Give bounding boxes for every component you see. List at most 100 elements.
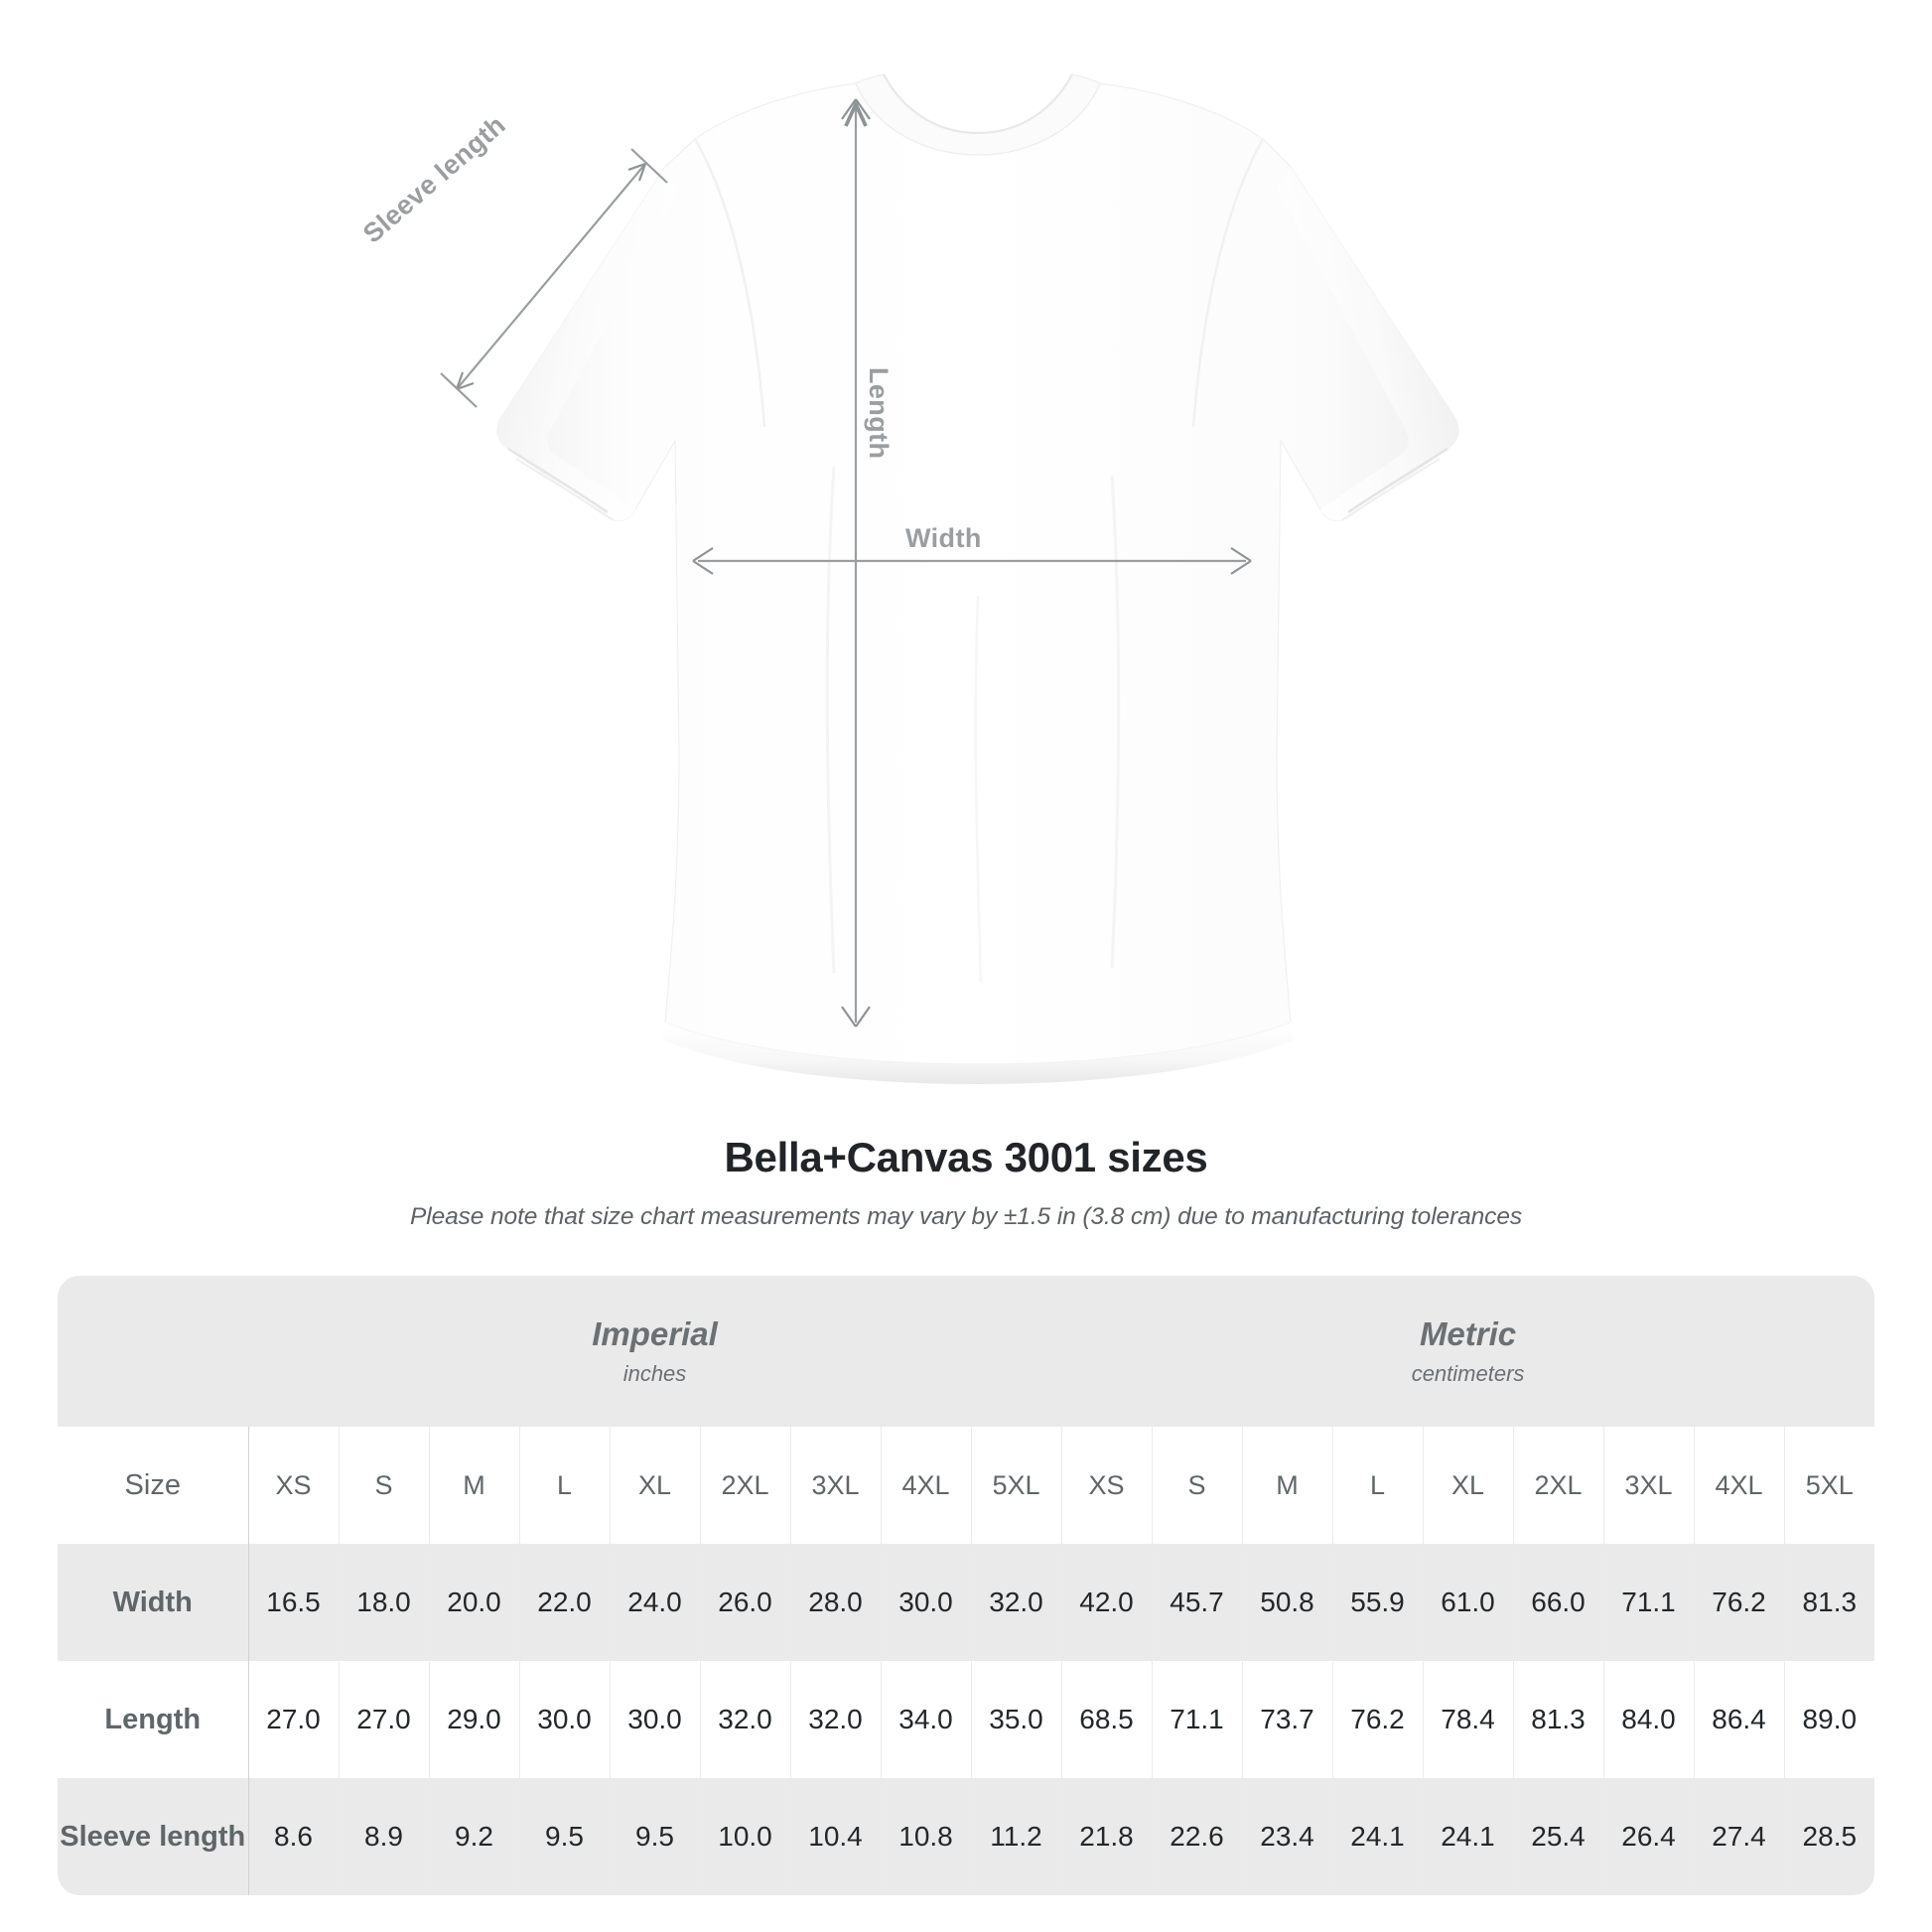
cell-length-imperial-3xl: 32.0 bbox=[790, 1661, 882, 1778]
cell-width-imperial-xl: 24.0 bbox=[610, 1544, 701, 1661]
width-dimension bbox=[692, 547, 1252, 575]
unit-spacer-cell bbox=[58, 1276, 248, 1427]
row-label-length: Length bbox=[58, 1661, 249, 1778]
cell-sleeve-metric-l: 24.1 bbox=[1332, 1778, 1424, 1895]
cell-length-metric-m: 73.7 bbox=[1242, 1661, 1333, 1778]
size-col-metric-2xl: 2XL bbox=[1513, 1427, 1604, 1544]
cell-width-metric-m: 50.8 bbox=[1242, 1544, 1333, 1661]
unit-header-row: Imperial inches Metric centimeters bbox=[58, 1276, 1874, 1427]
size-col-metric-3xl: 3XL bbox=[1603, 1427, 1695, 1544]
table-row-width: Width 16.5 18.0 20.0 22.0 24.0 26.0 28.0… bbox=[58, 1544, 1874, 1661]
unit-metric-sub: centimeters bbox=[1411, 1361, 1525, 1387]
page-title: Bella+Canvas 3001 sizes bbox=[724, 1134, 1208, 1180]
cell-sleeve-metric-3xl: 26.4 bbox=[1603, 1778, 1695, 1895]
cell-length-metric-5xl: 89.0 bbox=[1784, 1661, 1874, 1778]
size-col-imperial-xs: XS bbox=[248, 1427, 340, 1544]
cell-width-metric-3xl: 71.1 bbox=[1603, 1544, 1695, 1661]
cell-width-imperial-3xl: 28.0 bbox=[790, 1544, 882, 1661]
cell-length-metric-xs: 68.5 bbox=[1060, 1661, 1153, 1778]
unit-imperial-cell: Imperial inches bbox=[248, 1276, 1061, 1427]
cell-sleeve-imperial-xs: 8.6 bbox=[248, 1778, 340, 1895]
cell-width-imperial-4xl: 30.0 bbox=[881, 1544, 972, 1661]
size-col-imperial-5xl: 5XL bbox=[971, 1427, 1062, 1544]
cell-width-metric-xs: 42.0 bbox=[1060, 1544, 1153, 1661]
unit-metric-cell: Metric centimeters bbox=[1061, 1276, 1874, 1427]
cell-length-metric-2xl: 81.3 bbox=[1513, 1661, 1604, 1778]
cell-length-imperial-m: 29.0 bbox=[429, 1661, 520, 1778]
size-col-imperial-l: L bbox=[519, 1427, 611, 1544]
size-table-wrapper: Imperial inches Metric centimeters Size … bbox=[58, 1276, 1874, 1895]
tolerance-note: Please note that size chart measurements… bbox=[410, 1203, 1522, 1230]
cell-width-metric-4xl: 76.2 bbox=[1694, 1544, 1785, 1661]
table-row-sleeve-length: Sleeve length 8.6 8.9 9.2 9.5 9.5 10.0 1… bbox=[58, 1778, 1874, 1895]
size-header-label: Size bbox=[58, 1427, 249, 1544]
size-col-imperial-4xl: 4XL bbox=[881, 1427, 972, 1544]
size-col-imperial-3xl: 3XL bbox=[790, 1427, 882, 1544]
size-col-metric-m: M bbox=[1242, 1427, 1333, 1544]
size-col-metric-4xl: 4XL bbox=[1694, 1427, 1785, 1544]
cell-sleeve-imperial-4xl: 10.8 bbox=[881, 1778, 972, 1895]
cell-width-imperial-2xl: 26.0 bbox=[700, 1544, 791, 1661]
cell-width-imperial-s: 18.0 bbox=[339, 1544, 430, 1661]
cell-length-metric-xl: 78.4 bbox=[1423, 1661, 1514, 1778]
cell-sleeve-imperial-2xl: 10.0 bbox=[700, 1778, 791, 1895]
size-col-imperial-m: M bbox=[429, 1427, 520, 1544]
cell-sleeve-imperial-xl: 9.5 bbox=[610, 1778, 701, 1895]
size-col-imperial-xl: XL bbox=[610, 1427, 701, 1544]
size-col-metric-xs: XS bbox=[1060, 1427, 1153, 1544]
unit-imperial-sub: inches bbox=[622, 1361, 687, 1387]
cell-width-metric-s: 45.7 bbox=[1152, 1544, 1243, 1661]
cell-sleeve-metric-xs: 21.8 bbox=[1060, 1778, 1153, 1895]
title-block: Bella+Canvas 3001 sizes Please note that… bbox=[0, 1134, 1932, 1231]
cell-sleeve-metric-m: 23.4 bbox=[1242, 1778, 1333, 1895]
row-label-sleeve-length: Sleeve length bbox=[58, 1778, 249, 1895]
sleeve-length-dimension bbox=[440, 148, 668, 408]
cell-sleeve-imperial-m: 9.2 bbox=[429, 1778, 520, 1895]
cell-length-metric-3xl: 84.0 bbox=[1603, 1661, 1695, 1778]
cell-width-imperial-5xl: 32.0 bbox=[971, 1544, 1062, 1661]
size-col-metric-l: L bbox=[1332, 1427, 1424, 1544]
cell-sleeve-metric-5xl: 28.5 bbox=[1784, 1778, 1874, 1895]
length-label: Length bbox=[864, 367, 894, 460]
cell-width-imperial-xs: 16.5 bbox=[248, 1544, 340, 1661]
size-col-imperial-2xl: 2XL bbox=[700, 1427, 791, 1544]
size-col-imperial-s: S bbox=[339, 1427, 430, 1544]
tshirt-diagram: Sleeve length Length Width bbox=[357, 73, 1459, 1084]
cell-width-metric-2xl: 66.0 bbox=[1513, 1544, 1604, 1661]
cell-length-imperial-l: 30.0 bbox=[519, 1661, 611, 1778]
cell-length-metric-s: 71.1 bbox=[1152, 1661, 1243, 1778]
shirt-body bbox=[496, 73, 1459, 1084]
cell-length-imperial-s: 27.0 bbox=[339, 1661, 430, 1778]
cell-length-imperial-xl: 30.0 bbox=[610, 1661, 701, 1778]
cell-length-imperial-2xl: 32.0 bbox=[700, 1661, 791, 1778]
cell-sleeve-metric-4xl: 27.4 bbox=[1694, 1778, 1785, 1895]
cell-sleeve-imperial-3xl: 10.4 bbox=[790, 1778, 882, 1895]
cell-length-imperial-5xl: 35.0 bbox=[971, 1661, 1062, 1778]
unit-imperial-name: Imperial bbox=[592, 1314, 718, 1352]
size-col-metric-xl: XL bbox=[1423, 1427, 1514, 1544]
cell-width-metric-l: 55.9 bbox=[1332, 1544, 1424, 1661]
cell-length-metric-l: 76.2 bbox=[1332, 1661, 1424, 1778]
cell-length-metric-4xl: 86.4 bbox=[1694, 1661, 1785, 1778]
size-col-metric-5xl: 5XL bbox=[1784, 1427, 1874, 1544]
size-col-metric-s: S bbox=[1152, 1427, 1243, 1544]
cell-sleeve-metric-s: 22.6 bbox=[1152, 1778, 1243, 1895]
tshirt-illustration bbox=[440, 73, 1459, 1084]
cell-sleeve-metric-2xl: 25.4 bbox=[1513, 1778, 1604, 1895]
cell-width-imperial-l: 22.0 bbox=[519, 1544, 611, 1661]
length-dimension bbox=[841, 98, 871, 1028]
cell-length-imperial-xs: 27.0 bbox=[248, 1661, 340, 1778]
cell-width-metric-5xl: 81.3 bbox=[1784, 1544, 1874, 1661]
table-row-length: Length 27.0 27.0 29.0 30.0 30.0 32.0 32.… bbox=[58, 1661, 1874, 1778]
cell-sleeve-imperial-s: 8.9 bbox=[339, 1778, 430, 1895]
size-header-row: Size XS S M L XL 2XL 3XL 4XL 5XL XS S M … bbox=[58, 1427, 1874, 1544]
cell-width-imperial-m: 20.0 bbox=[429, 1544, 520, 1661]
width-label: Width bbox=[905, 523, 982, 553]
unit-metric-name: Metric bbox=[1419, 1314, 1517, 1352]
cell-width-metric-xl: 61.0 bbox=[1423, 1544, 1514, 1661]
size-table: Imperial inches Metric centimeters Size … bbox=[58, 1276, 1874, 1895]
cell-length-imperial-4xl: 34.0 bbox=[881, 1661, 972, 1778]
cell-sleeve-imperial-l: 9.5 bbox=[519, 1778, 611, 1895]
row-label-width: Width bbox=[58, 1544, 249, 1661]
